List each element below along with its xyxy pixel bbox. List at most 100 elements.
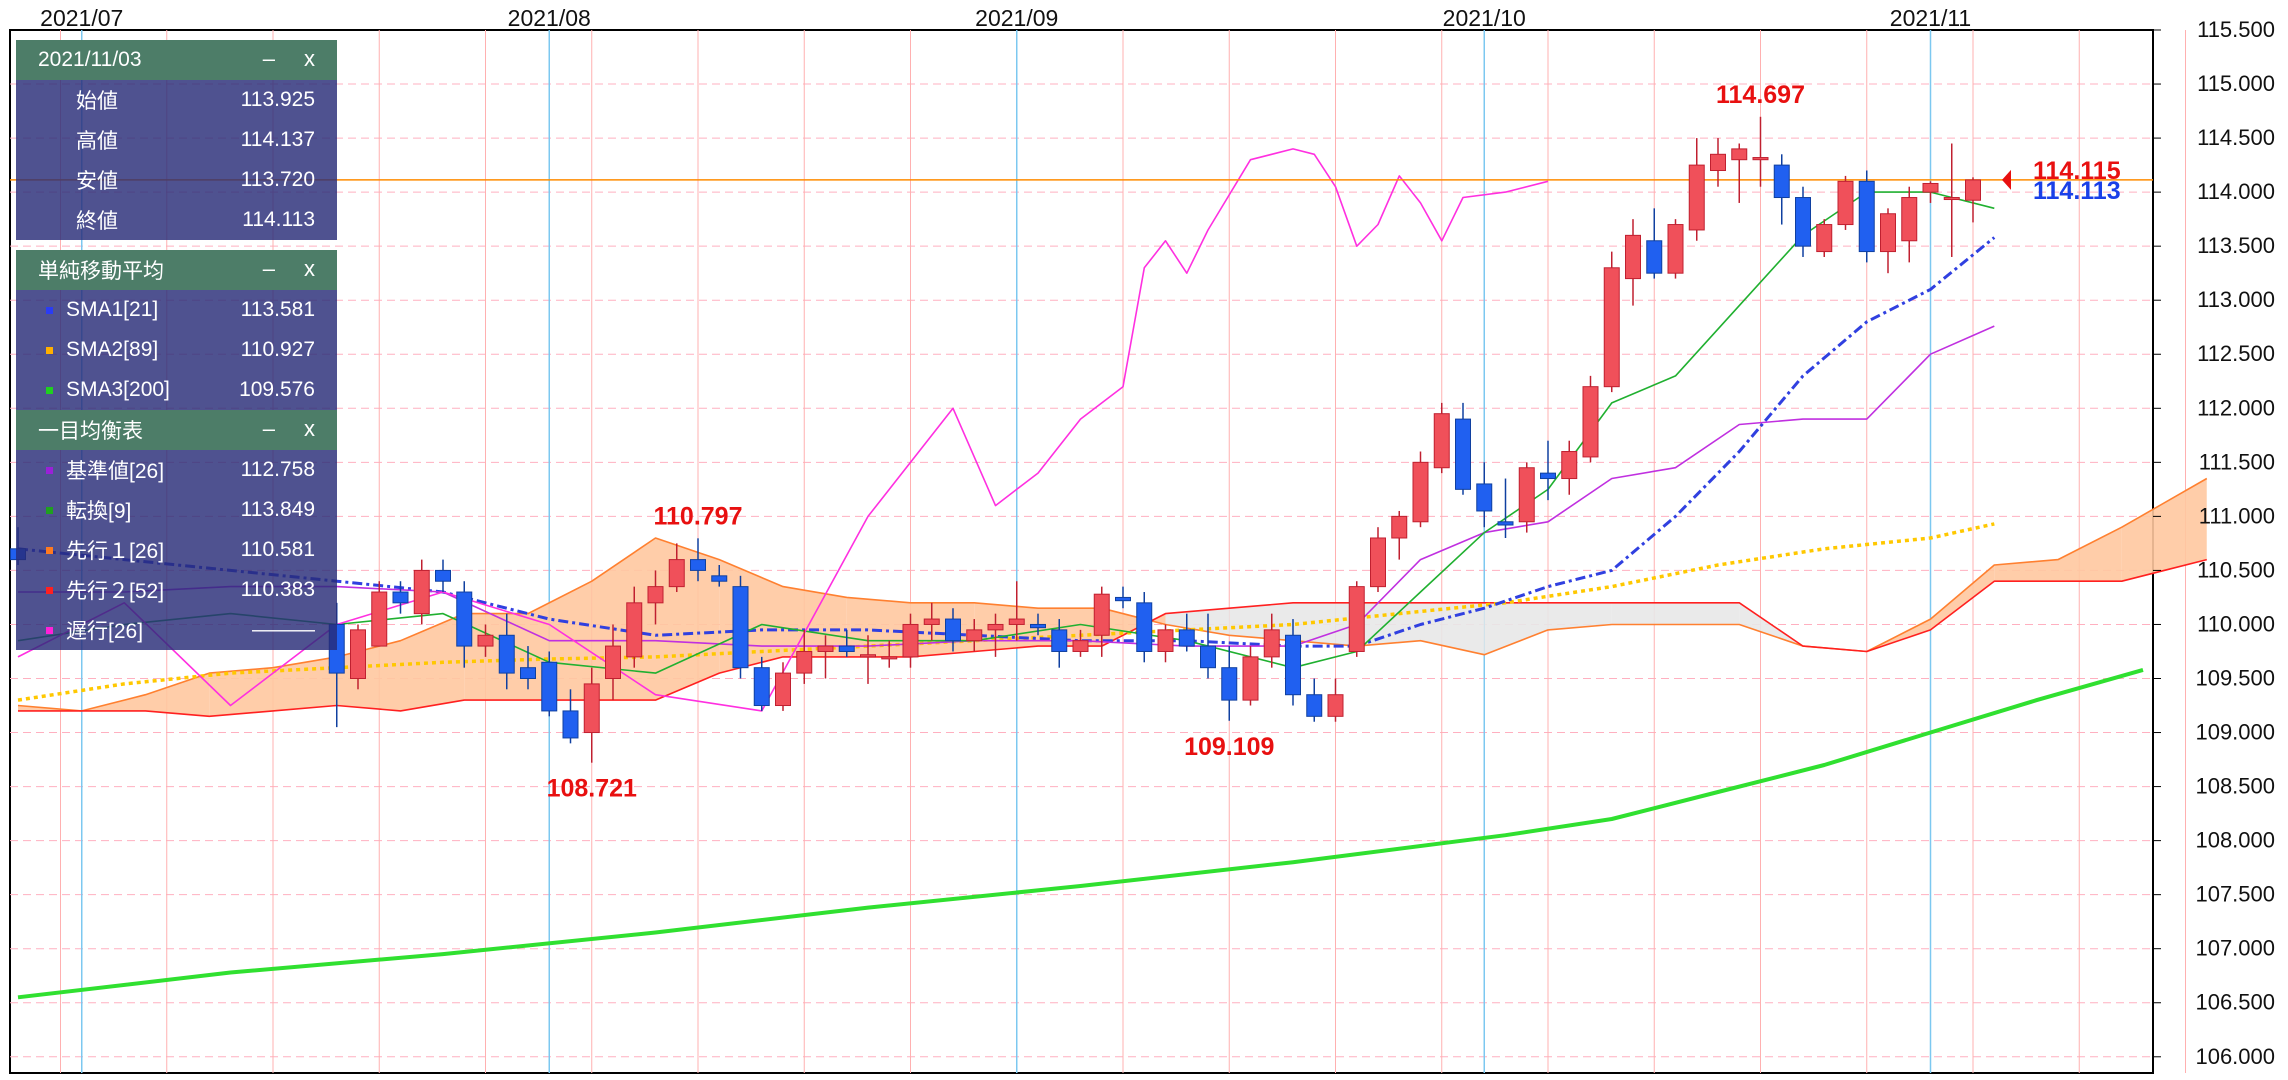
sma-row: SMA1[21] 113.581 [16, 290, 337, 330]
candle-body [1731, 148, 1748, 161]
candle-body [1157, 629, 1174, 652]
candle-body [1561, 451, 1578, 480]
ohlc-row-low: 安値 113.720 [16, 160, 337, 200]
legend-swatch [46, 547, 53, 554]
candle-body [477, 634, 494, 647]
candle-body [371, 591, 388, 647]
cloud-segment [1229, 602, 1293, 641]
candle-body [732, 586, 749, 669]
candle-body [1093, 593, 1110, 636]
candle-body [966, 629, 983, 642]
y-tick-label: 115.000 [2197, 71, 2275, 96]
legend-swatch [46, 307, 53, 314]
ichimoku-panel: 一目均衡表 – x 基準値[26] 112.758 転換[9] 113.849 先行… [16, 410, 337, 650]
sma-label: SMA2[89] [66, 338, 159, 361]
candle-body [435, 569, 451, 582]
candle-body [945, 618, 961, 642]
candle-body [1008, 618, 1025, 625]
candle-body [1200, 645, 1216, 669]
candle-body [1051, 629, 1068, 652]
ichimoku-row: 先行２[52] 110.383 [16, 570, 337, 610]
y-tick-label: 107.000 [2195, 936, 2275, 961]
candle-body [690, 559, 706, 571]
candle-body [860, 654, 876, 658]
cloud-segment [783, 586, 847, 657]
ichimoku-panel-header[interactable]: 一目均衡表 – x [16, 410, 337, 450]
ohlc-label: 始値 [76, 90, 118, 113]
ichimoku-panel-title: 一目均衡表 [38, 420, 143, 443]
cloud-segment [910, 602, 975, 657]
sma-label: SMA3[200] [66, 378, 170, 401]
cloud-segment [846, 597, 911, 657]
minimize-button[interactable]: – [262, 416, 275, 441]
price-annotation: 110.797 [654, 502, 743, 530]
candle-body [562, 710, 579, 739]
sma3-line [17, 667, 2144, 1000]
x-tick-label: 2021/11 [1890, 5, 1971, 31]
ichimoku-value: 110.581 [240, 538, 315, 561]
candle-body [668, 559, 685, 588]
cloud-segment [1420, 602, 1485, 655]
y-tick-label: 112.500 [2197, 341, 2275, 366]
cloud-segment [2121, 478, 2207, 582]
ohlc-row-high: 高値 114.137 [16, 120, 337, 160]
candle-body [1837, 180, 1854, 226]
candle-body [1327, 694, 1344, 717]
ohlc-label: 安値 [76, 170, 118, 193]
candle-body [1965, 179, 1981, 201]
legend-swatch [46, 507, 53, 514]
cloud-segment [1675, 602, 1740, 625]
candle-body [1603, 267, 1620, 388]
candle-body [881, 656, 898, 660]
legend-swatch [46, 627, 53, 634]
close-button[interactable]: x [304, 256, 315, 281]
candle-body [1285, 634, 1301, 696]
y-tick-label: 110.500 [2197, 557, 2275, 582]
ohlc-row-close: 終値 114.113 [16, 200, 337, 240]
candle-body [753, 667, 770, 707]
ohlc-label: 高値 [76, 130, 118, 153]
candle-body [1880, 213, 1896, 253]
legend-swatch [46, 467, 53, 474]
candle-body [775, 672, 791, 707]
candle-body [1030, 623, 1046, 629]
candle-body [1221, 667, 1238, 701]
price-annotation: 114.697 [1716, 81, 1805, 109]
cloud-segment [1548, 602, 1612, 630]
close-button[interactable]: x [304, 46, 315, 71]
y-tick-label: 111.500 [2199, 449, 2275, 474]
sma-panel: 単純移動平均 – x SMA1[21] 113.581 SMA2[89] 110.9… [16, 250, 337, 410]
y-tick-label: 110.000 [2197, 611, 2275, 636]
y-tick-label: 115.500 [2197, 17, 2275, 42]
candle-body [1263, 629, 1280, 658]
cloud-segment [655, 537, 720, 701]
tenkan-line [17, 191, 1995, 674]
candle-body [1476, 483, 1493, 512]
candle-body [1370, 537, 1386, 588]
candle-body [456, 591, 473, 647]
legend-swatch [46, 387, 53, 394]
x-tick-label: 2021/08 [508, 5, 591, 31]
candle-body [1072, 640, 1089, 652]
ohlc-panel: 2021/11/03 – x 始値 113.925 高値 114.137 安値 113… [16, 40, 337, 240]
close-button[interactable]: x [304, 416, 315, 441]
candle-body [1922, 182, 1939, 193]
cloud-segment [1293, 602, 1357, 647]
y-tick-label: 106.500 [2195, 990, 2275, 1015]
y-tick-label: 109.500 [2195, 665, 2275, 690]
minimize-button[interactable]: – [262, 46, 275, 71]
candle-body [1625, 234, 1641, 280]
candle-body [1497, 521, 1514, 526]
sma-label: SMA1[21] [66, 298, 159, 321]
y-axis: 106.000 106.500 107.000 107.500 108.000 108.5… [2153, 17, 2275, 1069]
cloud-segment [145, 673, 210, 717]
y-tick-label: 108.500 [2195, 774, 2275, 799]
sma-panel-header[interactable]: 単純移動平均 – x [16, 250, 337, 290]
candle-body [1412, 461, 1429, 523]
ohlc-panel-header[interactable]: 2021/11/03 – x [16, 40, 337, 80]
candle-body [1433, 413, 1450, 469]
candle-body [1540, 472, 1556, 480]
x-axis: 2021/07 2021/08 2021/09 2021/10 2021/11 [40, 5, 1971, 31]
minimize-button[interactable]: – [262, 256, 275, 281]
